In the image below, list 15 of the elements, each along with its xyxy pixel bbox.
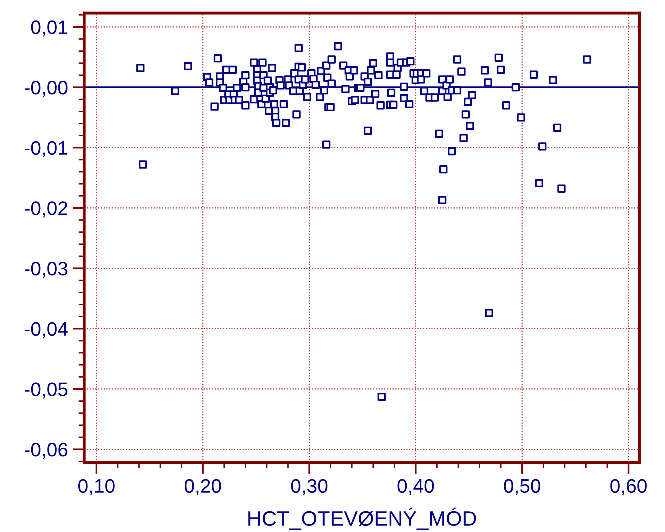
x-tick-label: 0,50 bbox=[504, 479, 541, 496]
x-tick-label: 0,40 bbox=[398, 479, 434, 496]
y-tick-label: 0,01 bbox=[31, 20, 68, 37]
y-tick-label: -0,02 bbox=[25, 202, 68, 218]
y-tick-label: -0,01 bbox=[25, 141, 68, 158]
x-tick-label: 0,10 bbox=[78, 479, 115, 496]
x-tick-label: 0,60 bbox=[610, 479, 647, 496]
x-tick-label: 0,30 bbox=[291, 479, 328, 496]
y-tick-label: -0,04 bbox=[25, 322, 68, 338]
y-tick-label: -0,06 bbox=[25, 443, 68, 460]
y-tick-label: -0,00 bbox=[25, 80, 68, 98]
x-axis-title: HCT_OTEVØENÝ_MÓD bbox=[248, 508, 476, 530]
x-tick-label: 0,20 bbox=[184, 479, 222, 496]
y-tick-label: -0,03 bbox=[25, 262, 68, 278]
y-tick-label: -0,05 bbox=[25, 382, 68, 399]
